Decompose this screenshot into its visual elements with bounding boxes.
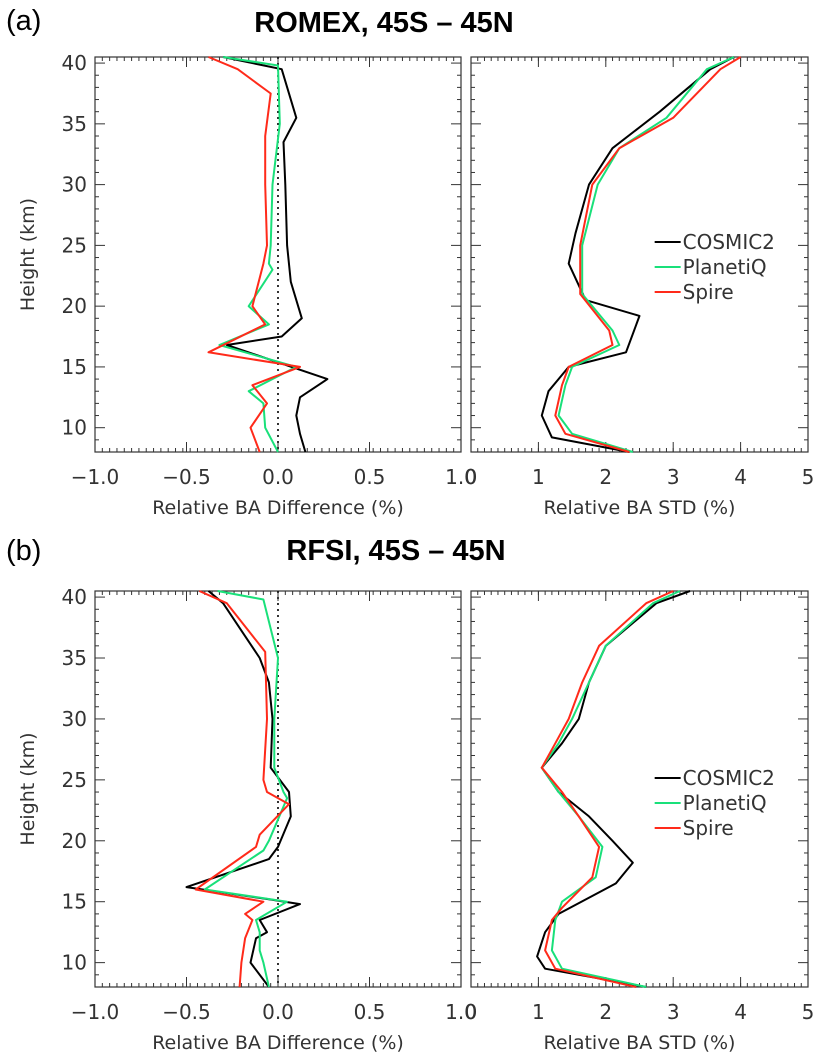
panel-a-title: ROMEX, 45S – 45N [254,7,514,39]
x-axis-title-a-right: Relative BA STD (%) [544,497,736,519]
chart-a-right: 0 1 2 3 4 5 Relative BA STD (%) COSMIC2PlanetiQ… [465,56,815,519]
y-tick-label-b-left: 20 [62,829,87,853]
x-tick-label-a-right: 2 [599,465,612,489]
y-tick-label-b-left: 30 [62,707,87,731]
x-tick-label-b-right: 3 [667,1000,680,1024]
y-tick-label-b-left: 25 [62,768,87,792]
legend-label-spire-a-right: Spire [683,280,734,304]
x-tick-label-a-left: −0.5 [162,465,211,489]
legend-label-cosmic2-b-right: COSMIC2 [683,766,775,790]
x-tick-label-b-left: 0.5 [354,1000,386,1024]
x-tick-label-a-left: −1.0 [71,465,120,489]
x-tick-label-a-right: 0 [465,465,478,489]
y-tick-label-a-left: 20 [62,294,87,318]
panel-a-tag: (a) [6,5,41,37]
y-tick-label-a-left: 35 [62,112,87,136]
y-tick-label-a-left: 25 [62,233,87,257]
plot-frame-a-left [94,56,462,453]
charts-layer: −1.0 −0.5 0.0 0.5 1.010152025303540Relative … [17,51,814,1054]
y-tick-label-b-left: 40 [62,585,87,609]
x-axis-title-b-left: Relative BA Difference (%) [152,1032,404,1054]
y-axis-title-a-left: Height (km) [17,198,39,311]
x-tick-label-a-left: 0.5 [354,465,386,489]
chart-a-left: −1.0 −0.5 0.0 0.5 1.0 10 15 20 25 30 35 40 Relative … [17,51,477,519]
legend-label-planetiq-b-right: PlanetiQ [683,791,767,815]
series-line-planetiq-a-left [218,56,298,453]
series-line-cosmic2-b-left [185,590,301,988]
x-tick-label-b-right: 0 [465,1000,478,1024]
x-tick-label-b-right: 4 [734,1000,747,1024]
series-line-planetiq-b-left [203,590,289,988]
series-line-spire-b-left [194,590,290,988]
chart-b-right: 0 1 2 3 4 5 Relative BA STD (%) COSMIC2PlanetiQ… [465,590,815,1054]
panel-b-title: RFSI, 45S – 45N [286,535,505,567]
series-line-cosmic2-a-left [222,56,329,453]
x-tick-label-b-left: −0.5 [162,1000,211,1024]
y-tick-label-a-left: 30 [62,173,87,197]
legend-label-planetiq-a-right: PlanetiQ [683,255,767,279]
x-tick-label-a-right: 1 [532,465,545,489]
x-axis-title-b-right: Relative BA STD (%) [544,1032,736,1054]
x-tick-label-b-right: 1 [532,1000,545,1024]
x-tick-label-b-left: 0.0 [262,1000,294,1024]
x-tick-label-b-left: 1.0 [445,1000,477,1024]
series-line-spire-a-left [207,56,301,453]
y-axis-title-b-left: Height (km) [17,732,39,845]
x-tick-label-a-right: 3 [667,465,680,489]
panel-b-tag: (b) [6,535,41,567]
y-tick-label-b-left: 35 [62,646,87,670]
x-tick-label-a-right: 5 [802,465,815,489]
series-line-planetiq-b-right [540,590,681,988]
series-line-spire-a-right [554,56,742,453]
chart-b-left: −1.0 −0.5 0.0 0.5 1.0 10 15 20 25 30 35 40 Relative … [17,585,477,1054]
legend-label-cosmic2-a-right: COSMIC2 [683,230,775,254]
y-tick-label-b-left: 15 [62,890,87,914]
x-tick-label-b-left: −1.0 [71,1000,120,1024]
x-tick-label-b-right: 2 [599,1000,612,1024]
x-tick-label-a-right: 4 [734,465,747,489]
y-tick-label-a-left: 10 [62,416,87,440]
x-axis-title-a-left: Relative BA Difference (%) [152,497,404,519]
series-line-spire-b-right [540,590,674,988]
y-tick-label-a-left: 15 [62,355,87,379]
y-tick-label-b-left: 10 [62,951,87,975]
x-tick-label-b-right: 5 [802,1000,815,1024]
legend-label-spire-b-right: Spire [683,816,734,840]
y-tick-label-a-left: 40 [62,51,87,75]
series-line-planetiq-a-right [557,56,735,453]
x-tick-label-a-left: 1.0 [445,465,477,489]
x-tick-label-a-left: 0.0 [262,465,294,489]
